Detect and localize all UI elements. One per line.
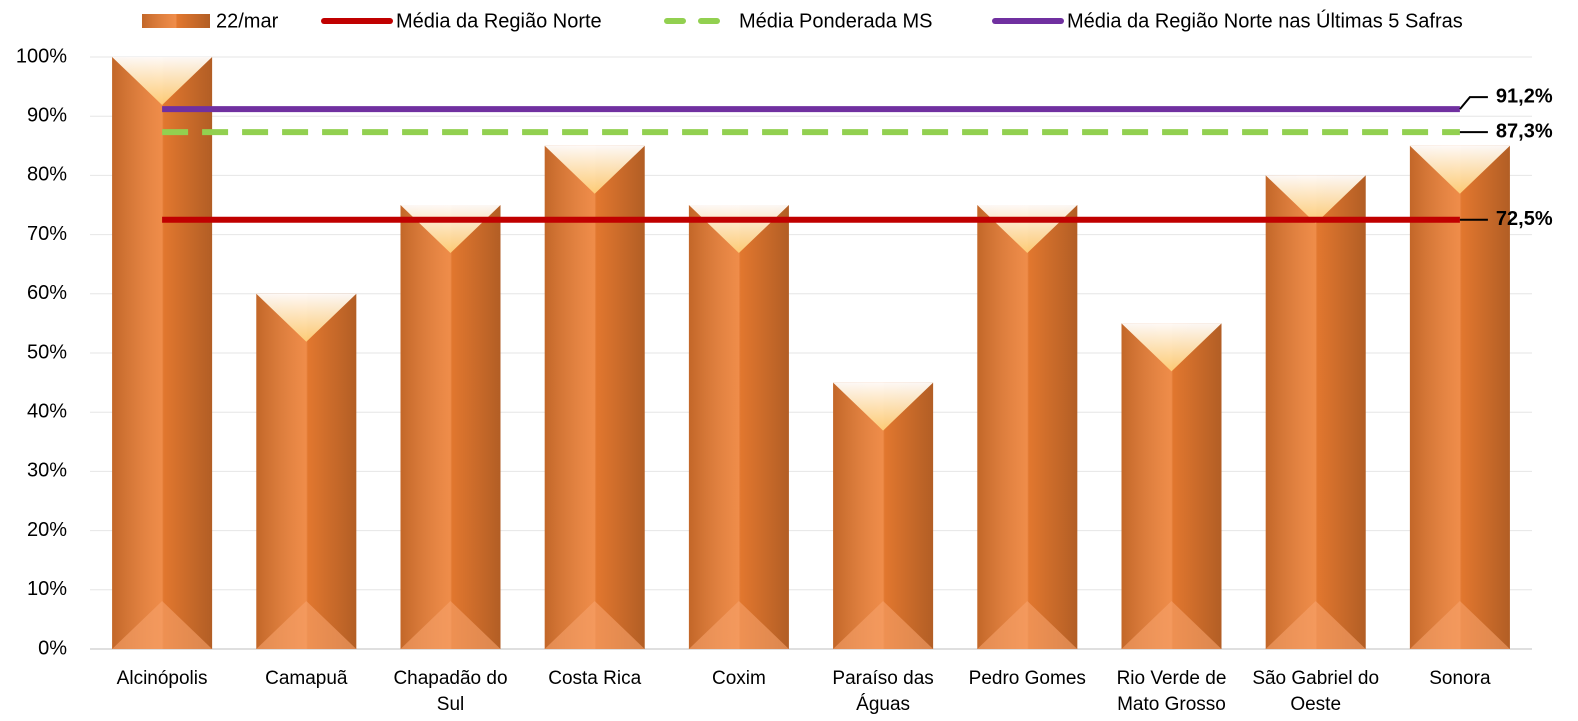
bar-shade xyxy=(112,57,213,649)
bar-shade xyxy=(1121,323,1222,649)
y-tick-label: 50% xyxy=(27,341,67,363)
bar-bevel xyxy=(400,601,501,649)
bar-shade xyxy=(977,205,1078,649)
bar-bevel xyxy=(1121,601,1222,649)
bar-shade xyxy=(1409,145,1510,650)
x-tick-label: Costa Rica xyxy=(548,668,642,689)
legend-label: Média da Região Norte nas Últimas 5 Safr… xyxy=(1067,9,1463,32)
y-tick-label: 20% xyxy=(27,519,67,541)
bar-bevel xyxy=(1121,323,1222,372)
bar-bevel xyxy=(1409,601,1510,649)
x-tick-label: São Gabriel do Oeste xyxy=(1252,668,1380,715)
label-leader xyxy=(1459,96,1488,110)
bar-bevel xyxy=(112,57,213,105)
legend-swatch-shade xyxy=(142,14,210,28)
x-tick-label: Chapadão do Sul xyxy=(393,668,508,715)
reference-label: 72,5% xyxy=(1496,208,1553,230)
y-tick-label: 90% xyxy=(27,104,67,126)
x-tick-label: Coxim xyxy=(711,668,766,689)
bar-shade xyxy=(544,145,645,650)
bar-shade xyxy=(256,293,357,649)
bar-bevel xyxy=(1409,145,1510,194)
bar-bevel xyxy=(833,601,934,649)
x-tick-label: Sonora xyxy=(1429,668,1491,689)
y-tick-label: 30% xyxy=(27,460,67,482)
bar-bevel xyxy=(112,601,213,649)
reference-label: 91,2% xyxy=(1496,85,1553,107)
bar-bevel xyxy=(256,601,357,649)
bar-bevel xyxy=(544,145,645,194)
y-tick-label: 100% xyxy=(16,45,67,67)
bar-bevel xyxy=(1265,175,1366,224)
y-tick-label: 80% xyxy=(27,164,67,186)
x-tick-label: Camapuã xyxy=(265,668,348,689)
x-tick-label: Alcinópolis xyxy=(116,668,208,689)
bar-bevel xyxy=(1265,601,1366,649)
bar-bevel xyxy=(977,601,1078,649)
y-tick-label: 10% xyxy=(27,578,67,600)
y-tick-label: 0% xyxy=(38,637,67,659)
bar-shade xyxy=(688,205,789,649)
reference-label: 87,3% xyxy=(1496,120,1553,142)
legend-label: Média Ponderada MS xyxy=(739,10,932,32)
y-tick-label: 60% xyxy=(27,282,67,304)
bar-shade xyxy=(400,205,501,649)
y-tick-label: 70% xyxy=(27,223,67,245)
bar-shade xyxy=(1265,175,1366,649)
y-tick-label: 40% xyxy=(27,400,67,422)
bar-bevel xyxy=(256,293,357,342)
bar-bevel xyxy=(544,601,645,649)
x-tick-label: Pedro Gomes xyxy=(968,668,1086,689)
legend-label: 22/mar xyxy=(216,10,279,32)
x-tick-label: Rio Verde de Mato Grosso xyxy=(1116,668,1227,715)
legend-label: Média da Região Norte xyxy=(396,10,602,32)
bar-bevel xyxy=(688,601,789,649)
x-tick-label: Paraíso das Águas xyxy=(832,668,934,715)
bar-bevel xyxy=(833,382,934,431)
